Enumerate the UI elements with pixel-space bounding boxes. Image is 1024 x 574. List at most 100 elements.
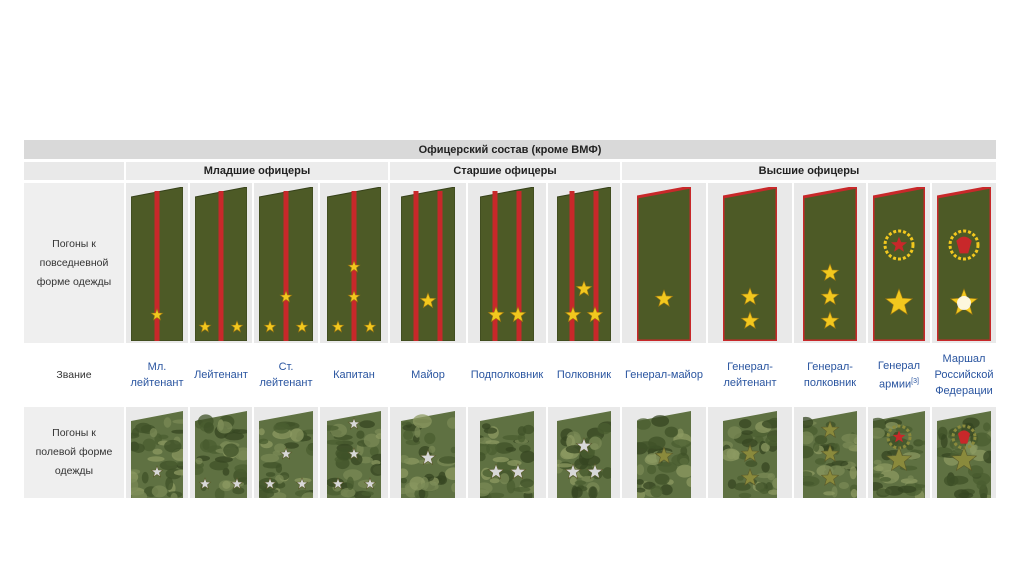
rank-star-icon: [363, 320, 377, 333]
everyday-shoulder-strap: [723, 187, 777, 341]
camo-blotch: [686, 477, 691, 488]
rank-name[interactable]: Майор: [411, 369, 445, 381]
camo-blotch: [401, 487, 412, 495]
everyday-shoulder-strap: [259, 187, 313, 341]
camo-blotch: [152, 448, 163, 455]
camo-blotch: [760, 442, 770, 452]
rank-name[interactable]: Генерал-лейтенант: [723, 361, 777, 389]
rank-name-link[interactable]: Мл. лейтенант: [126, 345, 188, 405]
camo-blotch: [480, 489, 490, 497]
rank-name-link[interactable]: Маршал Российской Федерации: [932, 345, 996, 405]
rank-name-link[interactable]: Майор: [390, 345, 466, 405]
camo-blotch: [588, 486, 598, 498]
rank-star-icon: [740, 287, 760, 305]
rank-name[interactable]: Капитан: [333, 369, 375, 381]
camo-blotch: [671, 439, 691, 448]
red-stripe: [218, 191, 224, 341]
rank-name-link[interactable]: Генерал-полковник: [794, 345, 866, 405]
rank-star-icon: [654, 446, 674, 464]
rank-star-icon: [198, 320, 212, 333]
rank-star-icon: [740, 311, 760, 329]
rank-name[interactable]: Генерал армии[3]: [877, 359, 921, 391]
rank-name[interactable]: Генерал-майор: [625, 369, 703, 381]
camo-blotch: [369, 446, 379, 457]
everyday-shoulder-strap: [327, 187, 381, 341]
rank-name-link[interactable]: Генерал армии[3]: [868, 345, 930, 405]
camo-blotch: [873, 465, 884, 472]
rank-name-link[interactable]: Ст. лейтенант: [254, 345, 318, 405]
rank-name[interactable]: Генерал-полковник: [803, 361, 857, 389]
camo-blotch: [726, 448, 736, 460]
camo-blotch: [259, 489, 275, 498]
rank-name-link[interactable]: Подполковник: [468, 345, 546, 405]
camo-blotch: [651, 415, 670, 427]
field-shoulder-strap: [131, 411, 183, 498]
camo-blotch: [849, 466, 857, 480]
rank-star-icon: [885, 446, 913, 472]
field-shoulder-strap: [557, 411, 611, 498]
camo-blotch: [343, 469, 363, 481]
rank-name-link[interactable]: Капитан: [320, 345, 388, 405]
rank-star-icon: [586, 463, 604, 480]
rank-name[interactable]: Лейтенант: [194, 369, 248, 381]
camo-blotch: [499, 473, 510, 485]
everyday-shoulder-strap: [557, 187, 611, 341]
strap-body: [401, 187, 455, 341]
camo-blotch: [637, 487, 646, 493]
field-shoulder-strap: [195, 411, 247, 498]
strap-body: [480, 187, 534, 341]
rank-name-link[interactable]: Генерал-лейтенант: [708, 345, 792, 405]
rank-star-icon: [820, 468, 840, 486]
rank-name[interactable]: Маршал Российской Федерации: [934, 353, 994, 397]
camo-blotch: [759, 488, 769, 494]
camo-blotch: [418, 487, 426, 498]
camo-blotch: [915, 440, 925, 445]
rank-star-icon: [820, 287, 840, 305]
camo-blotch: [767, 473, 775, 481]
red-stripe: [492, 191, 498, 341]
row-label-rank: Звание: [24, 345, 124, 405]
rank-name[interactable]: Мл. лейтенант: [130, 361, 184, 389]
strap-body: [557, 187, 611, 341]
camo-blotch: [222, 467, 230, 476]
camo-blotch: [165, 477, 174, 491]
camo-blotch: [885, 422, 899, 430]
everyday-shoulder-strap: [873, 187, 925, 341]
camo-blotch: [340, 487, 356, 498]
camo-blotch: [897, 485, 917, 493]
camo-blotch: [739, 419, 752, 429]
rank-name[interactable]: Ст. лейтенант: [259, 361, 313, 389]
camo-blotch: [224, 432, 244, 441]
camo-blotch: [803, 431, 814, 445]
camo-blotch: [574, 480, 587, 485]
camo-blotch: [940, 434, 948, 448]
rank-name[interactable]: Полковник: [556, 369, 612, 381]
camo-blotch: [336, 449, 353, 461]
camo-blotch: [968, 465, 984, 478]
camo-blotch: [588, 436, 602, 450]
rank-name[interactable]: Подполковник: [470, 369, 544, 381]
footnote-ref[interactable]: [3]: [911, 377, 919, 385]
rank-name-link[interactable]: Полковник: [548, 345, 620, 405]
rank-star-icon: [950, 446, 978, 472]
camo-blotch: [520, 478, 534, 488]
camo-blotch: [486, 442, 498, 456]
field-shoulder-strap: [259, 411, 313, 498]
rank-name-link[interactable]: Лейтенант: [190, 345, 252, 405]
field-shoulder-strap: [873, 411, 925, 498]
camo-blotch: [873, 427, 885, 439]
camo-blotch: [199, 439, 217, 453]
camo-blotch: [195, 465, 204, 475]
rank-star-icon: [150, 308, 164, 321]
camo-blotch: [450, 446, 455, 454]
camo-blotch: [671, 454, 690, 467]
camo-blotch: [374, 428, 381, 435]
camo-blotch: [644, 454, 662, 465]
rank-star-icon: [419, 292, 437, 309]
camo-blotch: [597, 422, 611, 435]
field-shoulder-strap: [637, 411, 691, 498]
camo-blotch: [438, 456, 455, 464]
rank-star-icon: [279, 447, 293, 460]
strap-body: [637, 187, 691, 341]
rank-name-link[interactable]: Генерал-майор: [622, 345, 706, 405]
